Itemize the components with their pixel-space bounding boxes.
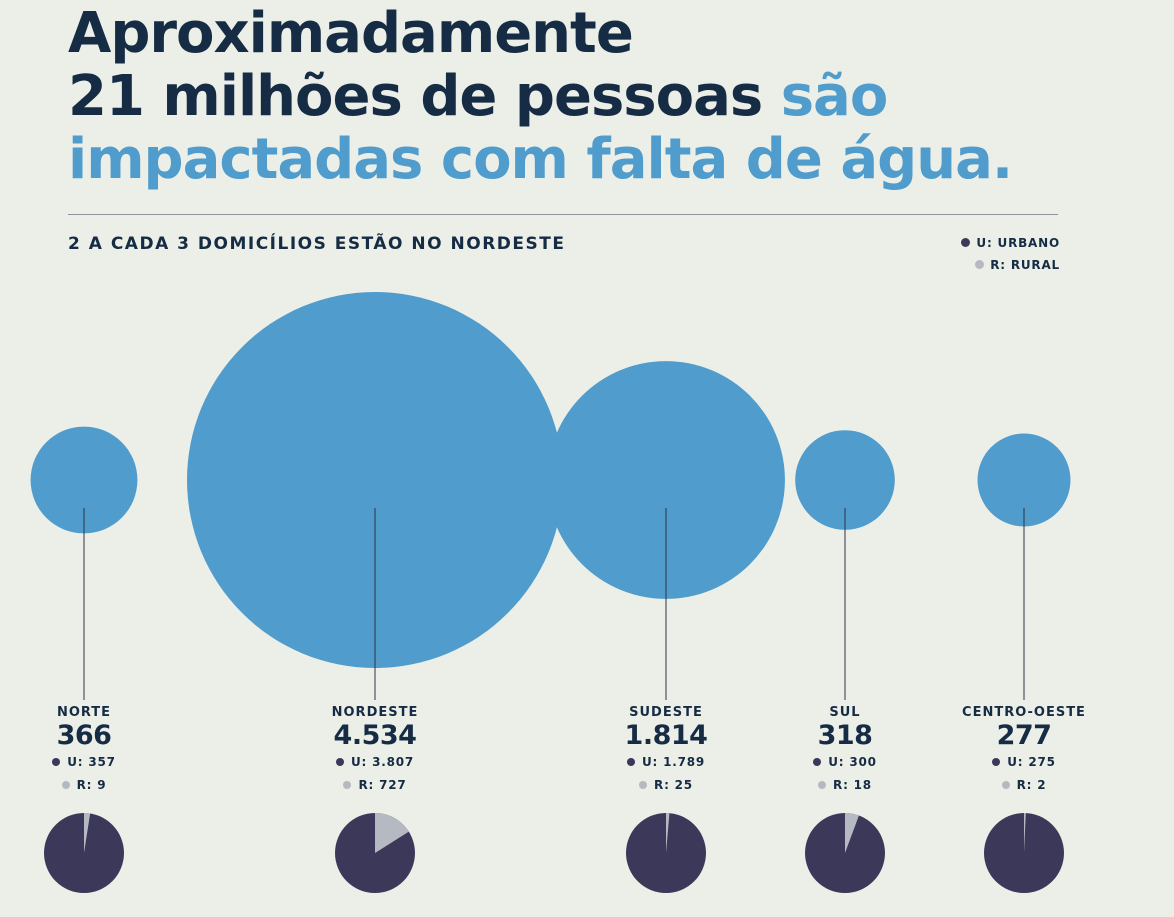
bubble-nordeste — [187, 292, 563, 668]
region-nordeste: NORDESTE 4.534 U: 3.807 R: 727 — [275, 705, 475, 797]
region-name: SUL — [829, 705, 861, 720]
region-name: SUDESTE — [629, 705, 703, 720]
region-total: 4.534 — [333, 720, 417, 751]
legend: U: URBANO R: RURAL — [961, 234, 1060, 278]
pie-rural-centro-oeste — [1024, 813, 1026, 853]
urban-dot-icon — [626, 758, 635, 766]
urban-value: U: 3.807 — [350, 755, 415, 769]
region-rural: R: 727 — [275, 774, 475, 797]
rural-value: R: 2 — [1016, 778, 1047, 792]
rural-value: R: 9 — [76, 778, 107, 792]
region-urban: U: 357 — [0, 751, 184, 774]
region-centro-oeste: CENTRO-OESTE 277 U: 275 R: 2 — [924, 705, 1124, 797]
rural-dot-icon — [639, 781, 648, 789]
urban-value: U: 357 — [67, 755, 116, 769]
region-sul: SUL 318 U: 300 R: 18 — [745, 705, 945, 797]
region-rural: R: 18 — [745, 774, 945, 797]
bubble-norte — [30, 426, 138, 534]
region-total: 277 — [996, 720, 1052, 751]
divider — [68, 214, 1058, 215]
legend-rural-label: R: RURAL — [990, 258, 1060, 272]
rural-value: R: 25 — [654, 778, 693, 792]
region-sudeste: SUDESTE 1.814 U: 1.789 R: 25 — [566, 705, 766, 797]
headline: Aproximadamente 21 milhões de pessoas são… — [68, 1, 1013, 192]
rural-value: R: 727 — [358, 778, 407, 792]
urban-value: U: 1.789 — [641, 755, 706, 769]
rural-dot-icon — [1001, 781, 1010, 789]
headline-line-2: 21 milhões de pessoas — [68, 64, 781, 129]
region-name: NORTE — [56, 705, 112, 720]
urban-dot-icon — [992, 758, 1001, 766]
urban-value: U: 300 — [828, 755, 877, 769]
bubble-sudeste — [547, 361, 785, 599]
pie-rural-nordeste — [375, 813, 409, 853]
pie-rural-norte — [84, 813, 91, 853]
urban-value: U: 275 — [1007, 755, 1056, 769]
urban-dot-icon — [961, 238, 971, 247]
region-urban: U: 275 — [924, 751, 1124, 774]
region-urban: U: 3.807 — [275, 751, 475, 774]
region-rural: R: 2 — [924, 774, 1124, 797]
region-name: CENTRO-OESTE — [962, 705, 1086, 720]
legend-rural: R: RURAL — [961, 256, 1060, 278]
region-rural: R: 9 — [0, 774, 184, 797]
region-rural: R: 25 — [566, 774, 766, 797]
urban-dot-icon — [52, 758, 61, 766]
region-norte: NORTE 366 U: 357 R: 9 — [0, 705, 184, 797]
rural-dot-icon — [61, 781, 70, 789]
region-total: 318 — [817, 720, 873, 751]
rural-dot-icon — [343, 781, 352, 789]
headline-line-3-accent: impactadas com falta de água. — [68, 127, 1013, 192]
legend-urban-label: U: URBANO — [976, 236, 1060, 250]
region-urban: U: 300 — [745, 751, 945, 774]
region-total: 1.814 — [624, 720, 708, 751]
headline-line-2-accent: são — [780, 64, 889, 129]
region-total: 366 — [56, 720, 112, 751]
chart-subtitle: 2 A CADA 3 DOMICÍLIOS ESTÃO NO NORDESTE — [68, 234, 566, 254]
urban-dot-icon — [335, 758, 344, 766]
headline-line-1: Aproximadamente — [68, 1, 634, 66]
legend-urban: U: URBANO — [961, 234, 1060, 256]
rural-dot-icon — [818, 781, 827, 789]
pie-rural-sudeste — [666, 813, 670, 853]
urban-dot-icon — [813, 758, 822, 766]
pie-rural-sul — [845, 813, 859, 853]
bubble-sul — [795, 430, 895, 530]
rural-dot-icon — [975, 260, 985, 269]
bubble-centro-oeste — [977, 433, 1071, 527]
region-name: NORDESTE — [331, 705, 419, 720]
region-urban: U: 1.789 — [566, 751, 766, 774]
rural-value: R: 18 — [833, 778, 872, 792]
